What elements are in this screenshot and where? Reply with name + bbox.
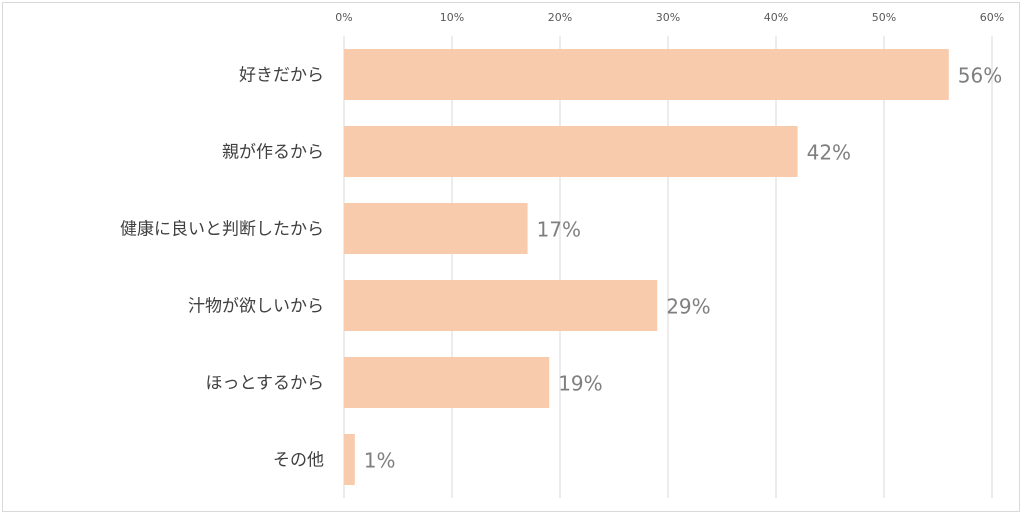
x-tick-label: 40% [764,11,788,24]
bar [344,126,798,177]
x-tick-label: 30% [656,11,680,24]
data-label: 42% [807,141,851,165]
bar [344,49,949,100]
x-tick-label: 20% [548,11,572,24]
x-tick-label: 10% [440,11,464,24]
x-tick-label: 0% [335,11,352,24]
bar [344,280,658,331]
data-label: 19% [558,372,602,396]
bar [344,357,550,408]
bar [344,203,528,254]
x-tick-label: 60% [980,11,1004,24]
category-label: ほっとするから [206,374,325,394]
x-tick-label: 50% [872,11,896,24]
category-label: その他 [273,451,324,471]
category-label: 汁物が欲しいから [188,297,324,317]
category-label: 親が作るから [222,143,324,163]
data-label: 17% [537,218,581,242]
bar [344,434,355,485]
category-label: 健康に良いと判断したから [120,220,324,240]
data-label: 56% [958,64,1002,88]
data-label: 1% [364,449,396,473]
data-label: 29% [666,295,710,319]
category-label: 好きだから [239,66,324,86]
